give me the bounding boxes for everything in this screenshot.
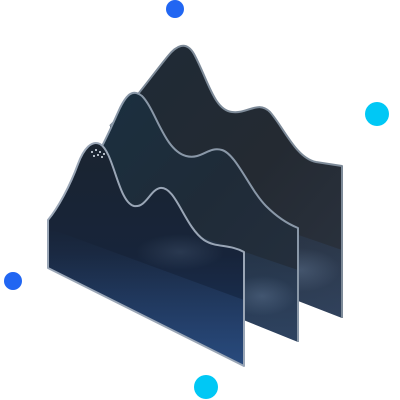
left-dot [4, 272, 22, 290]
bottom-dot [194, 375, 218, 399]
sparkle-icon [91, 149, 105, 158]
front-layer [47, 142, 245, 367]
right-dot [365, 102, 389, 126]
top-dot [166, 0, 184, 18]
